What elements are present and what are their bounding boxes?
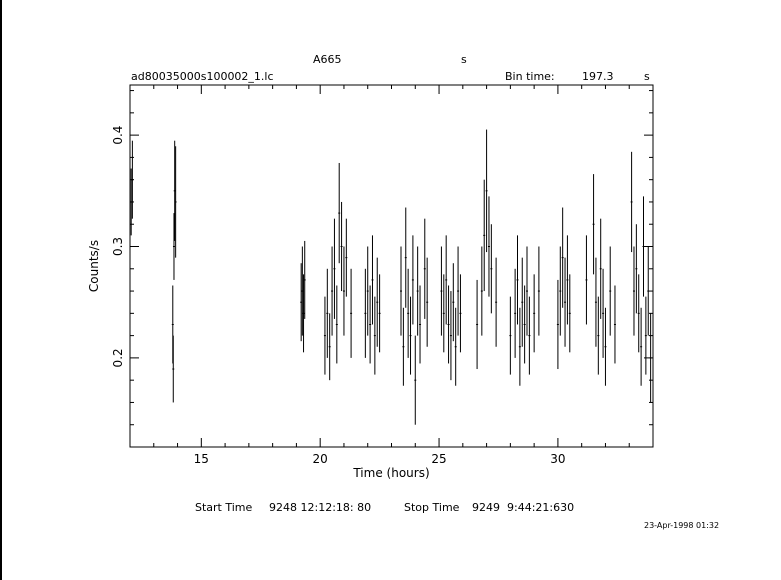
x-tick-label: 25 [431,452,446,466]
error-bars-group [130,129,652,425]
window-edge-line [0,0,2,580]
stop-time-value: 9249 9:44:21:630 [472,501,575,514]
object-name: A665 [313,53,342,66]
x-tick-label: 30 [550,452,565,466]
stop-time-label: Stop Time [404,501,460,514]
bin-time-unit: s [644,70,650,83]
y-tick-label: 0.2 [111,348,125,367]
x-tick-label: 20 [313,452,328,466]
x-axis-label: Time (hours) [352,466,429,480]
axis-ticks [129,85,654,448]
bin-time-label: Bin time: [505,70,555,83]
axis-tick-labels: 15 20 25 30 0.2 0.3 0.4 [111,126,566,466]
light-curve-filename: ad80035000s100002_1.lc [131,70,274,83]
y-tick-label: 0.4 [111,126,125,145]
x-tick-label: 15 [194,452,209,466]
plot-timestamp: 23-Apr-1998 01:32 [644,521,720,530]
start-time-label: Start Time [195,501,253,514]
plot-frame [129,84,654,448]
object-unit: s [461,53,467,66]
start-time-value: 9248 12:12:18: 80 [269,501,372,514]
bin-time-value: 197.3 [582,70,614,83]
y-axis-label: Counts/s [87,240,101,292]
y-tick-label: 0.3 [111,237,125,256]
